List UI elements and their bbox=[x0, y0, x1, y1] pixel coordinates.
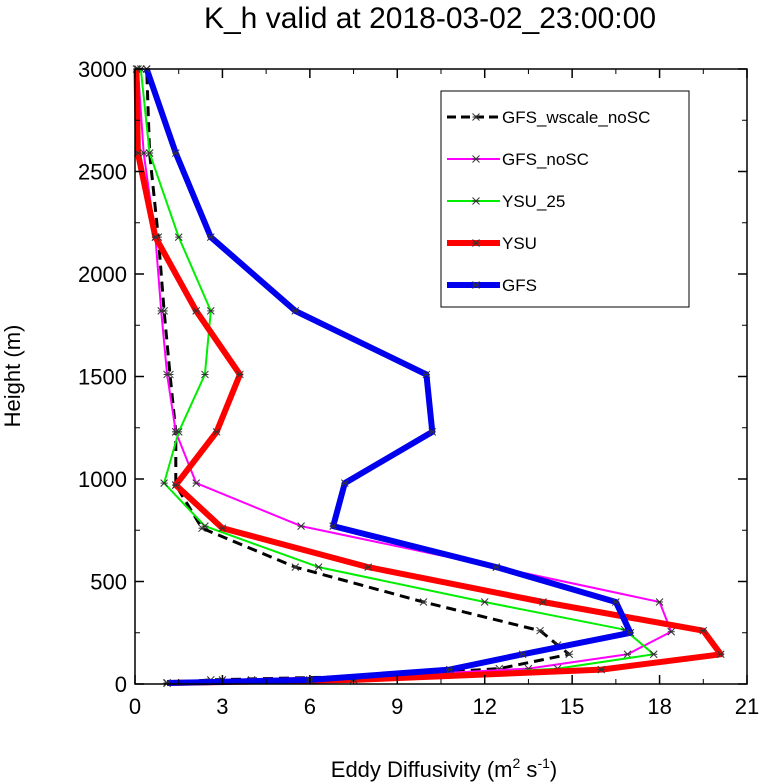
data-point-marker bbox=[218, 524, 227, 533]
data-point-marker bbox=[539, 598, 547, 606]
x-tick-label: 12 bbox=[472, 694, 496, 719]
data-point-marker bbox=[297, 522, 305, 531]
legend-label: GFS_wscale_noSC bbox=[502, 108, 650, 127]
data-point-marker bbox=[472, 281, 480, 289]
legend-label: GFS bbox=[502, 276, 537, 295]
y-tick-label: 500 bbox=[90, 570, 127, 595]
data-point-marker bbox=[699, 626, 708, 635]
data-point-marker bbox=[340, 479, 349, 487]
data-point-marker bbox=[667, 627, 676, 636]
data-point-marker bbox=[518, 650, 527, 659]
data-point-marker bbox=[291, 307, 300, 315]
data-point-marker bbox=[163, 370, 171, 379]
data-point-marker bbox=[655, 598, 664, 606]
data-point-marker bbox=[206, 307, 215, 315]
legend-item: GFS_noSC bbox=[447, 150, 589, 169]
x-tick-label: 3 bbox=[216, 694, 228, 719]
data-point-marker bbox=[716, 650, 725, 659]
y-axis-title: Height (m) bbox=[0, 325, 25, 428]
data-point-marker bbox=[565, 650, 574, 659]
data-point-marker bbox=[206, 233, 215, 241]
x-tick-label: 18 bbox=[647, 694, 671, 719]
legend-label: GFS_noSC bbox=[502, 150, 589, 169]
data-point-marker bbox=[171, 481, 180, 490]
y-tick-label: 3000 bbox=[78, 57, 127, 82]
data-point-marker bbox=[171, 149, 180, 157]
series-line bbox=[136, 68, 673, 684]
y-tick-label: 1500 bbox=[78, 365, 127, 390]
data-point-marker bbox=[626, 628, 635, 637]
series-ysu bbox=[132, 65, 725, 687]
data-point-marker bbox=[201, 370, 209, 379]
legend: GFS_wscale_noSC GFS_noSC YSU_25 YSU GFS bbox=[440, 90, 690, 308]
data-point-marker bbox=[364, 563, 372, 572]
data-point-marker bbox=[419, 598, 428, 606]
legend-item: YSU_25 bbox=[447, 192, 565, 211]
data-point-marker bbox=[291, 563, 300, 572]
data-point-marker bbox=[192, 307, 201, 315]
data-point-marker bbox=[492, 563, 501, 572]
y-tick-label: 0 bbox=[115, 672, 127, 697]
data-point-marker bbox=[174, 427, 183, 436]
legend-item: YSU bbox=[447, 234, 537, 253]
data-point-marker bbox=[163, 679, 171, 687]
data-point-marker bbox=[445, 665, 454, 674]
ticks-layer: 0 3 6 9 12 15 18 21 0 500 1000 1500 2000 2500 3000 bbox=[78, 57, 759, 719]
data-point-marker bbox=[151, 233, 160, 241]
x-axis-title: Eddy Diffusivity (m2 s-1) bbox=[331, 755, 557, 782]
legend-item: GFS bbox=[447, 276, 537, 295]
y-tick-label: 2000 bbox=[78, 262, 127, 287]
legend-label: YSU bbox=[502, 234, 537, 253]
data-point-marker bbox=[157, 307, 166, 315]
data-point-marker bbox=[212, 427, 221, 436]
data-point-marker bbox=[472, 197, 480, 205]
x-tick-label: 9 bbox=[391, 694, 403, 719]
data-point-marker bbox=[472, 113, 480, 121]
legend-label: YSU_25 bbox=[502, 192, 565, 211]
series-layer bbox=[132, 65, 725, 687]
data-point-marker bbox=[329, 522, 338, 531]
data-point-marker bbox=[314, 563, 323, 572]
data-point-marker bbox=[472, 155, 480, 163]
data-point-marker bbox=[174, 233, 183, 241]
data-point-marker bbox=[145, 149, 154, 157]
y-tick-label: 2500 bbox=[78, 160, 127, 185]
x-tick-label: 15 bbox=[560, 694, 584, 719]
data-point-marker bbox=[160, 479, 168, 487]
data-point-marker bbox=[472, 239, 480, 247]
data-point-marker bbox=[480, 598, 489, 606]
x-tick-label: 0 bbox=[129, 694, 141, 719]
legend-box bbox=[440, 90, 690, 308]
data-point-marker bbox=[201, 522, 209, 531]
chart-title: K_h valid at 2018-03-02_23:00:00 bbox=[204, 2, 656, 35]
x-tick-label: 6 bbox=[304, 694, 316, 719]
data-point-marker bbox=[428, 427, 437, 436]
legend-item: GFS_wscale_noSC bbox=[447, 108, 650, 127]
y-tick-label: 1000 bbox=[78, 467, 127, 492]
data-point-marker bbox=[649, 650, 658, 659]
series-gfs bbox=[142, 65, 635, 687]
data-point-marker bbox=[623, 650, 632, 659]
data-point-marker bbox=[612, 598, 620, 606]
x-tick-label: 21 bbox=[735, 694, 759, 719]
data-point-marker bbox=[236, 370, 244, 379]
data-point-marker bbox=[422, 370, 431, 379]
data-point-marker bbox=[192, 479, 201, 487]
data-point-marker bbox=[597, 665, 606, 674]
data-point-marker bbox=[536, 626, 544, 635]
